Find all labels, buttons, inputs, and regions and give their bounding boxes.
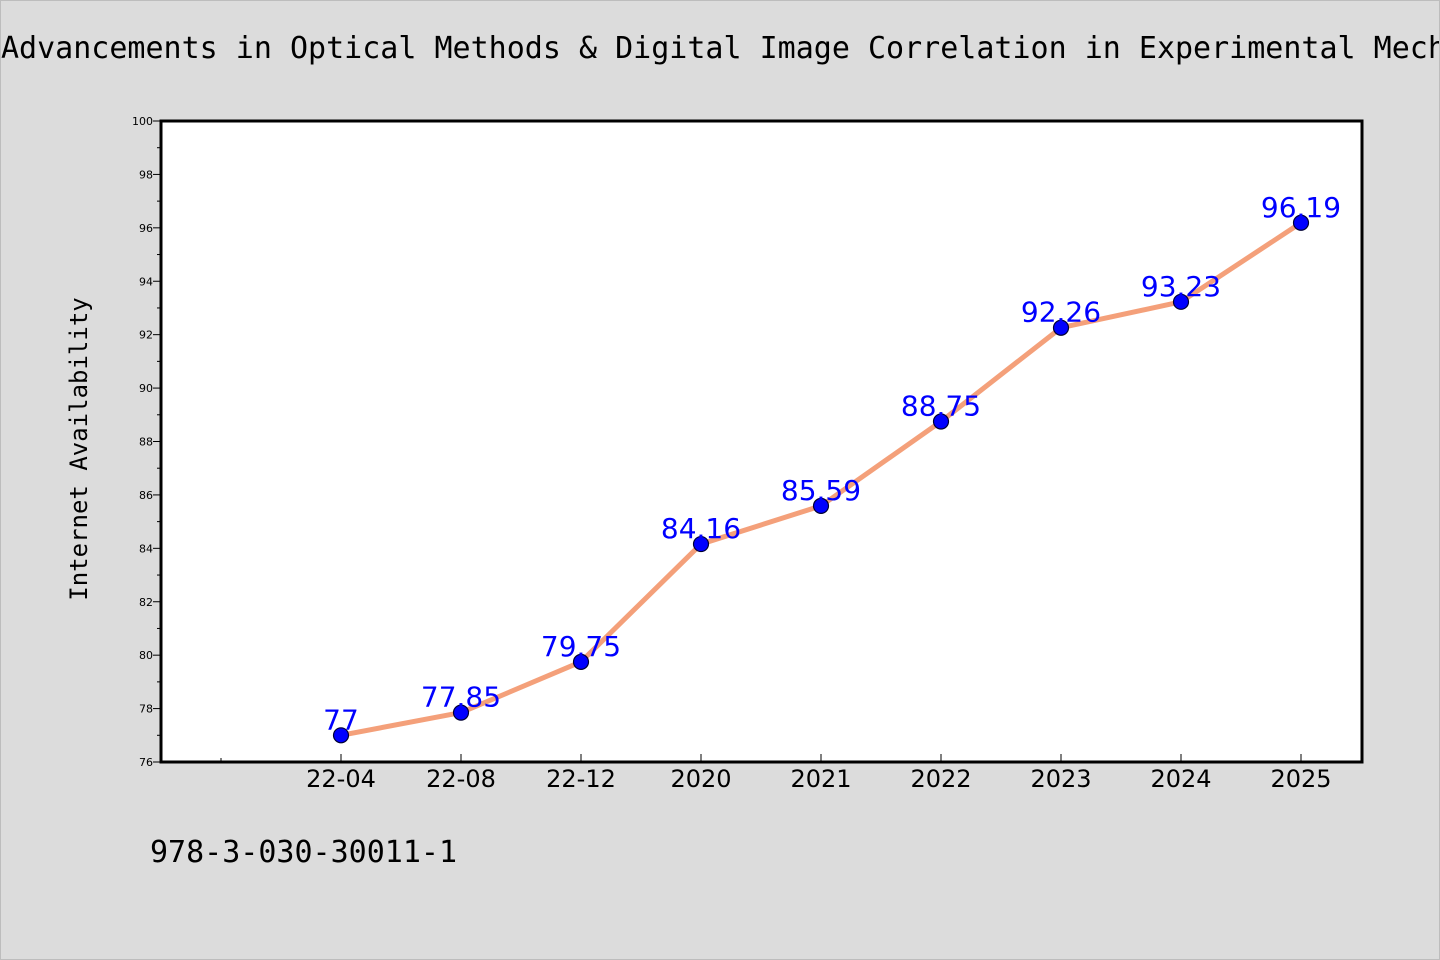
plot-frame xyxy=(159,119,1364,764)
x-tick-label: 22-04 xyxy=(306,765,376,793)
y-tick-label: 82 xyxy=(139,596,153,609)
x-tick-label: 2020 xyxy=(670,765,731,793)
data-label: 84.16 xyxy=(661,512,741,545)
y-tick-label: 80 xyxy=(139,649,153,662)
y-tick-label: 86 xyxy=(139,489,153,502)
data-label: 88.75 xyxy=(901,389,981,422)
x-tick-label: 22-12 xyxy=(546,765,616,793)
data-label: 93.23 xyxy=(1141,270,1221,303)
data-point xyxy=(332,727,350,744)
data-point xyxy=(812,497,830,514)
data-label: 92.26 xyxy=(1021,296,1101,329)
y-tick-label: 96 xyxy=(139,222,153,235)
data-label: 77 xyxy=(323,703,359,736)
data-label: 85.59 xyxy=(781,474,861,507)
data-label: 96.19 xyxy=(1261,191,1341,224)
data-point xyxy=(452,704,470,721)
x-axis-ticks: 22-04 22-08 22-12 2020 2021 2022 2023 2024 2025 xyxy=(220,754,1332,793)
data-point xyxy=(572,653,590,670)
y-axis-ticks: 76 78 80 82 84 86 88 90 92 94 96 98 100 xyxy=(132,115,161,769)
y-tick-label: 84 xyxy=(139,542,153,555)
data-label: 77.85 xyxy=(421,681,501,714)
y-tick-label: 78 xyxy=(139,703,153,716)
x-tick-label: 2025 xyxy=(1270,765,1331,793)
chart-title: Advancements in Optical Methods & Digita… xyxy=(1,31,1440,66)
isbn-code: 978-3-030-30011-1 xyxy=(150,835,458,870)
data-point xyxy=(1052,319,1070,336)
y-tick-label: 88 xyxy=(139,436,153,449)
data-point xyxy=(1172,293,1190,310)
x-tick-label: 22-08 xyxy=(426,765,496,793)
y-tick-label: 100 xyxy=(132,115,153,128)
x-tick-label: 2024 xyxy=(1150,765,1211,793)
data-points xyxy=(332,214,1310,744)
plot-area xyxy=(161,121,1362,762)
data-point xyxy=(1292,214,1310,231)
data-point xyxy=(932,413,950,430)
data-label: 79.75 xyxy=(541,630,621,663)
data-labels: 77 77.85 79.75 84.16 85.59 88.75 92.26 93.23 96.… xyxy=(323,191,1341,737)
x-tick-label: 2022 xyxy=(910,765,971,793)
y-tick-label: 92 xyxy=(139,329,153,342)
y-tick-label: 90 xyxy=(139,382,153,395)
y-tick-label: 94 xyxy=(139,275,153,288)
x-tick-label: 2023 xyxy=(1030,765,1091,793)
x-tick-label: 2021 xyxy=(790,765,851,793)
y-tick-label: 98 xyxy=(139,168,153,181)
y-tick-label: 76 xyxy=(139,756,153,769)
data-point xyxy=(692,535,710,553)
